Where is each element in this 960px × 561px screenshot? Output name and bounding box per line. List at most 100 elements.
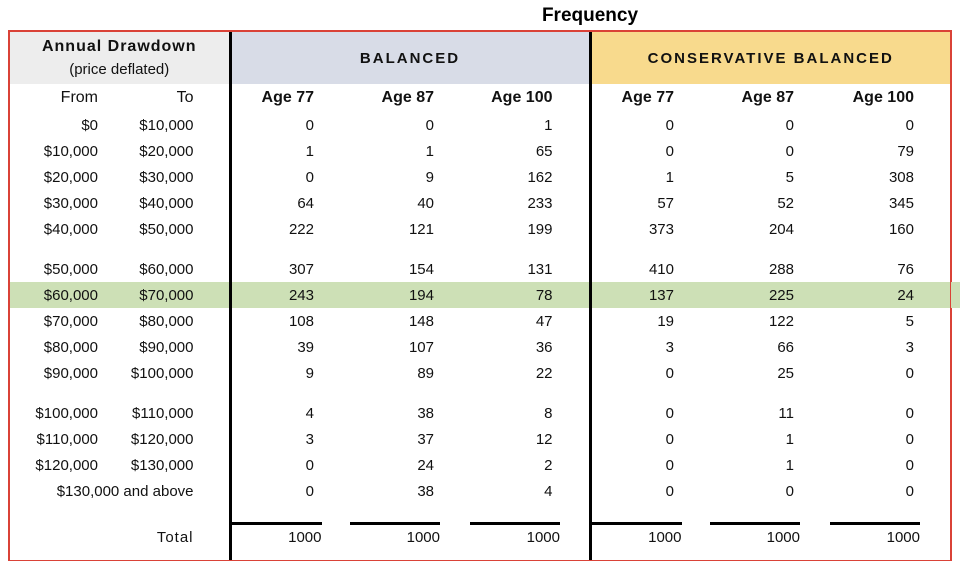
value-cell: 76 [897,260,914,278]
spacer-row [10,552,950,560]
total-overline: 1000 [231,522,322,546]
value-cell: 222 [228,216,350,242]
total-value-cell: 1000 [830,504,950,552]
from-cell: $20,000 [43,168,98,186]
value-cell: 194 [350,282,470,308]
value-cell: 38 [417,404,434,422]
value-cell: 0 [905,456,914,474]
value-cell: 40 [417,194,434,212]
from-cell: $0 [81,116,98,134]
spacer-cell [10,552,230,560]
value-cell: 9 [228,360,350,386]
value-cell: 57 [588,190,710,216]
conservative-age-100-header: Age 100 [852,89,914,106]
table-header: Annual Drawdown (price deflated) BALANCE… [10,32,950,112]
value-cell: 308 [888,168,914,186]
from-cell: $50,000 [43,260,98,278]
value-cell: 1 [785,430,794,448]
total-value-cell: 1000 [710,504,830,552]
spacer-row [10,242,950,256]
value-cell: 1 [228,138,350,164]
table-row: $120,000 $130,000 0 24 2 0 1 0 [10,452,950,478]
value-cell: 122 [768,312,794,330]
from-cell: $110,000 [36,430,98,448]
value-cell: 36 [535,338,553,356]
price-deflated-label: (price deflated) [69,61,170,78]
value-cell: 52 [777,194,794,212]
value-cell: 5 [785,168,794,186]
from-cell: $10,000 [43,142,98,160]
from-cell: $30,000 [43,194,98,212]
value-cell: 37 [417,430,434,448]
value-cell: 25 [777,364,794,382]
to-cell: $130,000 [130,456,194,474]
value-cell: 12 [535,430,553,448]
value-cell: 0 [228,164,350,190]
from-cell: $90,000 [43,364,98,382]
table-row: $60,000 $70,000 243 194 78 137 225 24 [10,282,950,308]
value-cell: 4 [228,400,350,426]
value-cell: 162 [527,168,553,186]
value-cell: 154 [408,260,434,278]
from-cell: $80,000 [43,338,98,356]
total-overline: 1000 [710,522,800,546]
to-cell: $80,000 [139,312,194,330]
value-cell: 22 [535,364,553,382]
frequency-data-table: Annual Drawdown (price deflated) BALANCE… [10,32,950,560]
spacer-cell [228,242,590,256]
balanced-age-100-header: Age 100 [491,89,553,106]
value-cell: 0 [425,116,434,134]
to-column-header: To [176,89,194,106]
value-cell: 24 [417,456,434,474]
table-row: $130,000 and above 0 38 4 0 0 0 [10,478,950,504]
value-cell: 288 [768,260,794,278]
value-cell: 78 [470,282,590,308]
to-cell: $120,000 [130,430,194,448]
value-cell: 0 [588,478,710,504]
value-cell: 160 [888,220,914,238]
table-row: $10,000 $20,000 1 1 65 0 0 79 [10,138,950,164]
table-row: $50,000 $60,000 307 154 131 410 288 76 [10,256,950,282]
to-cell: $30,000 [139,168,194,186]
value-cell: 0 [905,116,914,134]
table-row: $40,000 $50,000 222 121 199 373 204 160 [10,216,950,242]
table-row: $100,000 $110,000 4 38 8 0 11 0 [10,400,950,426]
drawdown-range-cell: $130,000 and above [56,482,194,500]
value-cell: 1 [544,116,553,134]
table-title: Frequency [541,5,639,26]
conservative-age-77-header: Age 77 [588,84,710,112]
value-cell: 0 [228,112,350,138]
value-cell: 121 [408,220,434,238]
value-cell: 0 [588,426,710,452]
value-cell: 0 [588,112,710,138]
value-cell: 131 [527,260,553,278]
from-cell: $100,000 [35,404,98,422]
value-cell: 5 [905,312,914,330]
table-row: $30,000 $40,000 64 40 233 57 52 345 [10,190,950,216]
value-cell: 0 [588,452,710,478]
table-row: $80,000 $90,000 39 107 36 3 66 3 [10,334,950,360]
value-cell: 307 [228,256,350,282]
to-cell: $90,000 [139,338,194,356]
from-cell: $70,000 [43,312,98,330]
value-cell: 64 [228,190,350,216]
value-cell: 24 [830,282,950,308]
value-cell: 1 [425,142,434,160]
row-group-label: Annual Drawdown (price deflated) [10,32,230,84]
spacer-cell [10,386,230,400]
value-cell: 0 [905,364,914,382]
frequency-table: Annual Drawdown (price deflated) BALANCE… [8,30,952,561]
table-row: $90,000 $100,000 9 89 22 0 25 0 [10,360,950,386]
to-cell: $110,000 [132,404,194,422]
value-cell: 19 [588,308,710,334]
total-overline: 1000 [591,522,682,546]
value-cell: 79 [897,142,914,160]
table-row: $0 $10,000 0 0 1 0 0 0 [10,112,950,138]
value-cell: 4 [544,482,553,500]
highlight-row-overhang [951,282,960,308]
value-cell: 345 [888,194,914,212]
value-cell: 3 [588,334,710,360]
from-cell: $60,000 [10,282,130,308]
total-overline: 1000 [830,522,920,546]
value-cell: 137 [588,282,710,308]
